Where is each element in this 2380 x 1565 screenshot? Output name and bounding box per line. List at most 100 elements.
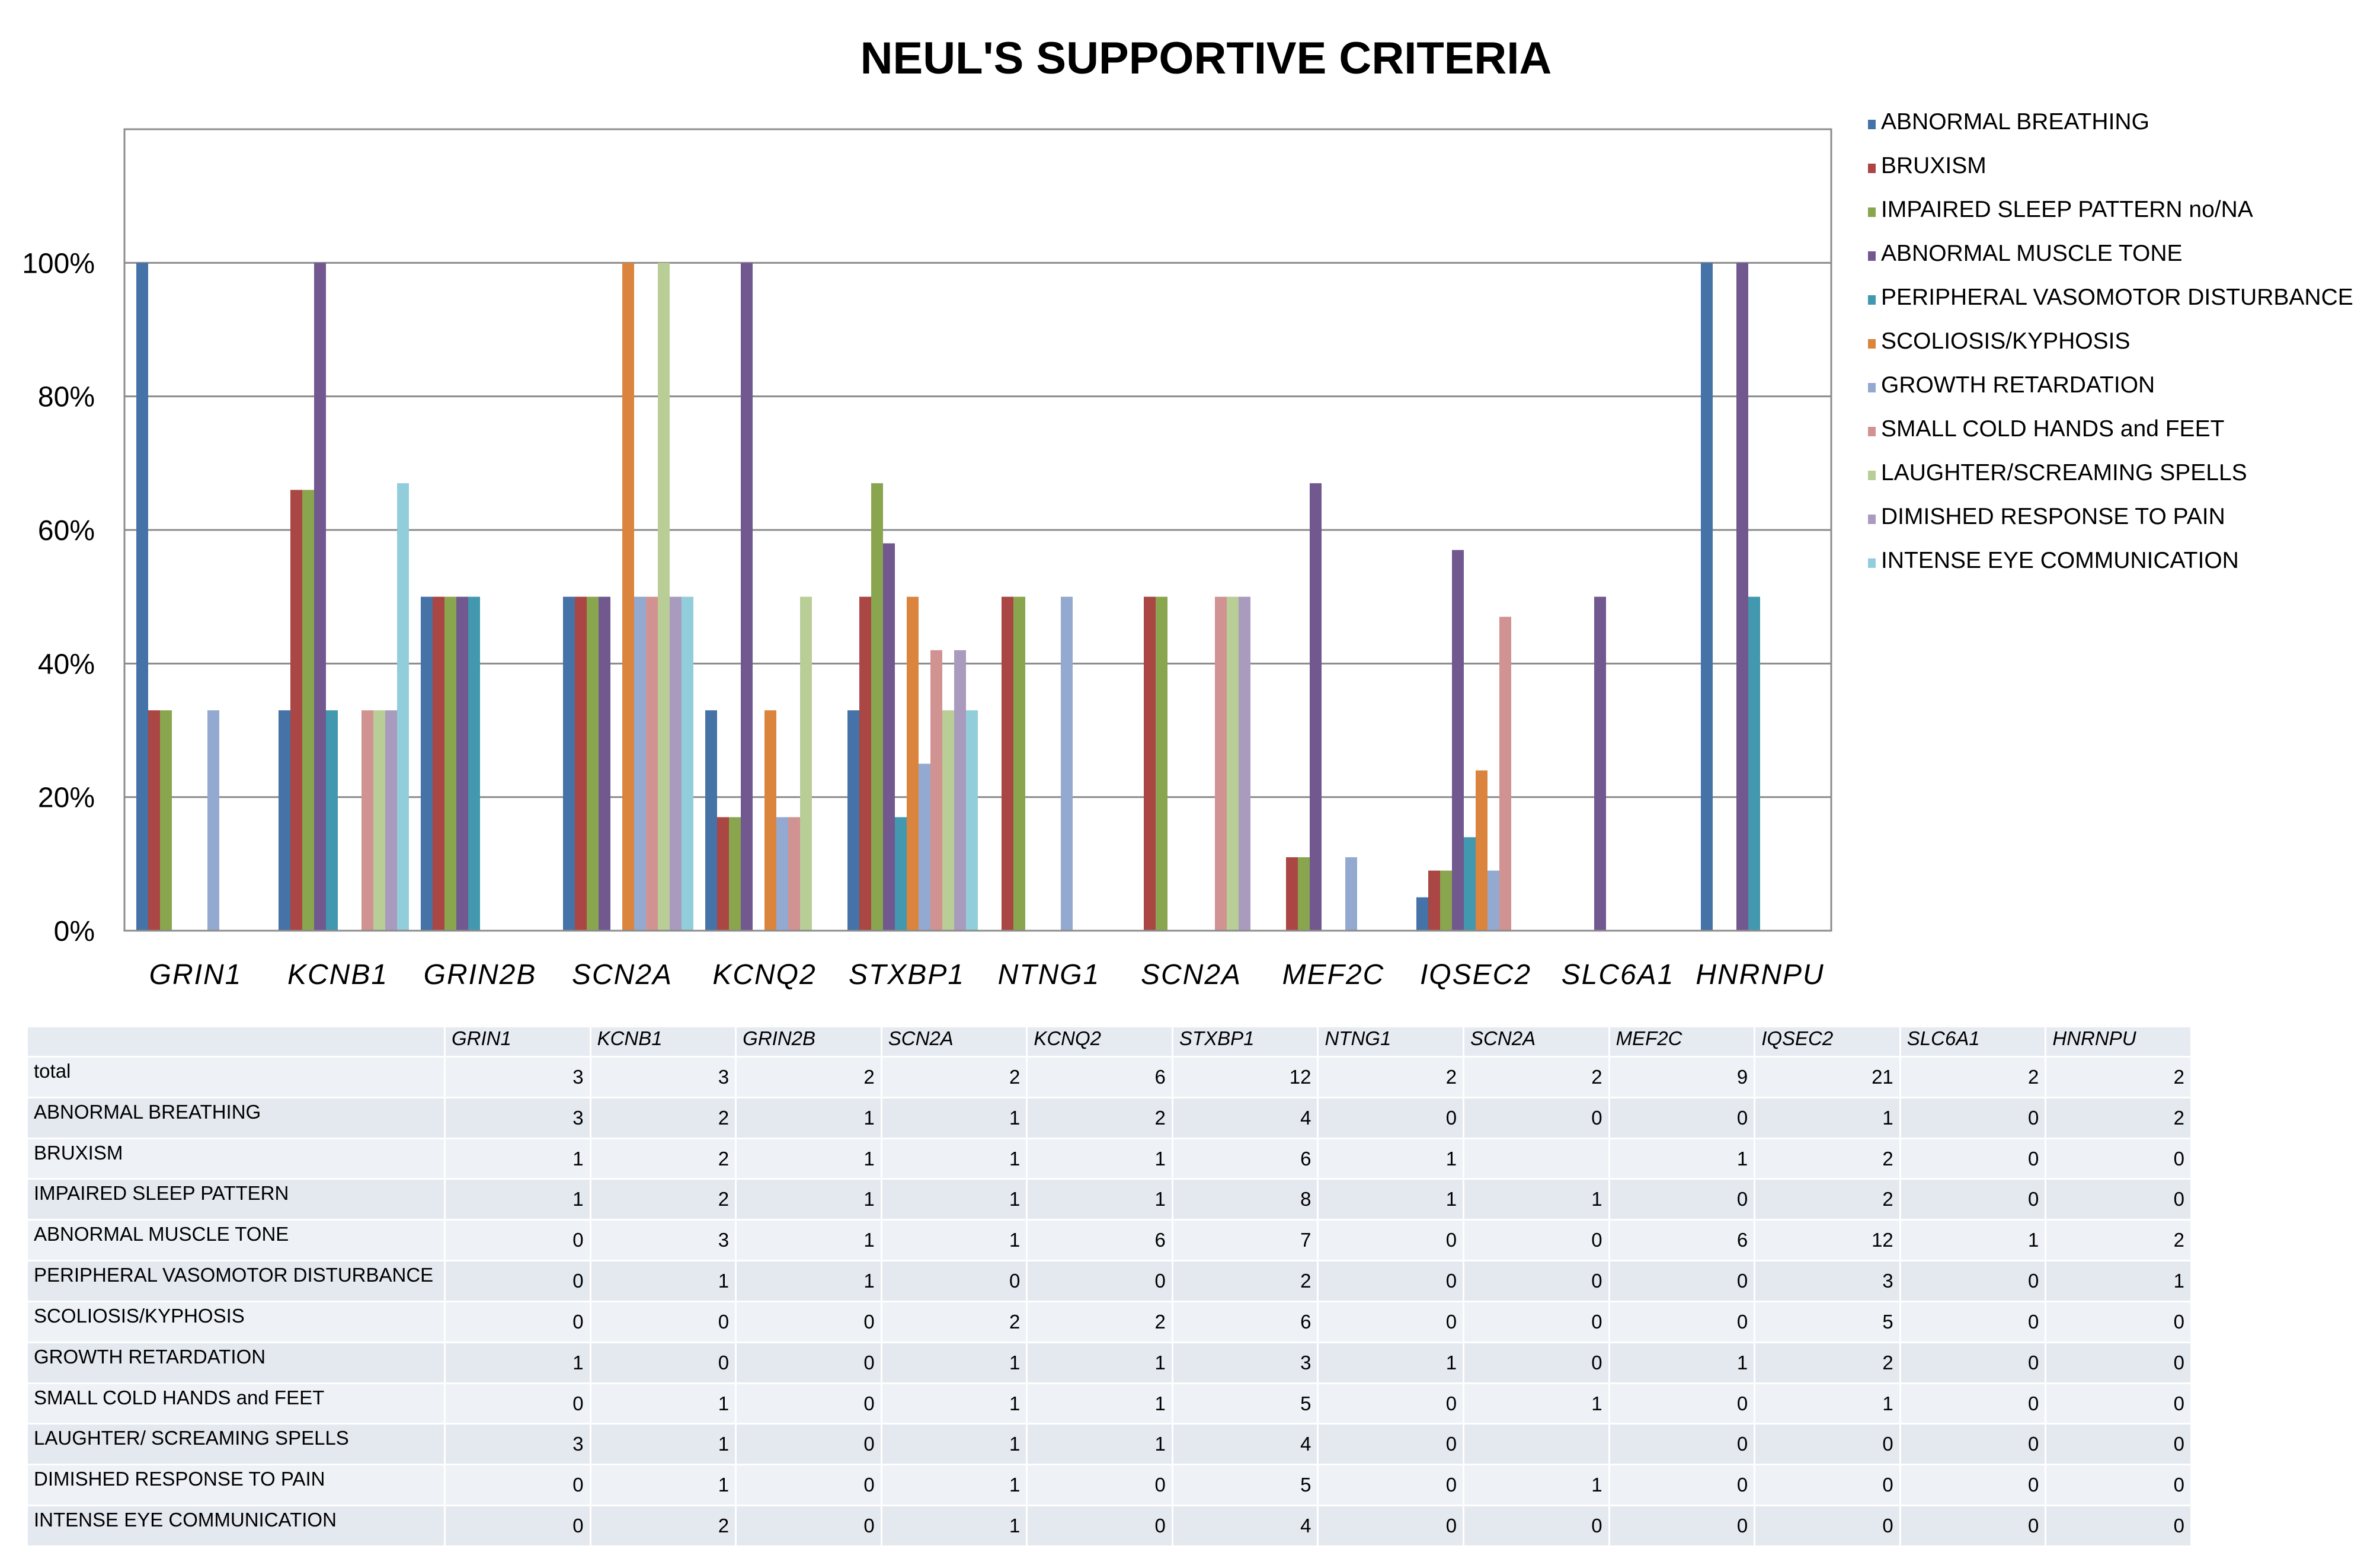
table-cell: 3: [444, 1096, 591, 1139]
bar: [1476, 770, 1488, 931]
table-cell: 1: [1608, 1341, 1756, 1384]
bar: [397, 483, 409, 931]
bar: [1002, 596, 1013, 931]
table-cell: 0: [1608, 1300, 1756, 1343]
table-cell: 21: [1754, 1056, 1901, 1098]
table-row: INTENSE EYE COMMUNICATION 0 2 0 1 0 4 0 0 0 0 0 0: [26, 1505, 2192, 1547]
x-tick-label: MEF2C: [1282, 959, 1385, 991]
table-row-label: SCOLIOSIS/KYPHOSIS: [26, 1300, 446, 1343]
legend-swatch: [1868, 339, 1876, 349]
bar: [302, 490, 314, 931]
table-row-label: GROWTH RETARDATION: [26, 1341, 446, 1384]
bar: [658, 263, 670, 931]
table-cell: 0: [735, 1423, 882, 1466]
table-cell: 1: [880, 1096, 1028, 1139]
bar: [1239, 596, 1250, 931]
table-cell: 1: [1463, 1464, 1610, 1507]
legend-item-scoliosis-kyphosis: SCOLIOSIS/KYPHOSIS: [1868, 328, 2130, 354]
legend-label: GROWTH RETARDATION: [1881, 372, 2155, 398]
table-cell: 1: [1026, 1423, 1173, 1466]
bar: [871, 483, 883, 931]
bar: [1499, 617, 1511, 931]
bar: [942, 710, 954, 931]
table-cell: 2: [589, 1178, 737, 1221]
table-cell: 0: [1899, 1423, 2047, 1466]
x-tick-label: HNRNPU: [1696, 959, 1824, 991]
table-cell: 1: [1463, 1178, 1610, 1221]
table-cell: 1: [1026, 1137, 1173, 1180]
table-cell: 2: [1026, 1300, 1173, 1343]
chart-title: NEUL'S SUPPORTIVE CRITERIA: [860, 33, 1552, 84]
bar: [717, 817, 729, 931]
bar: [1061, 596, 1073, 931]
bar: [1286, 857, 1298, 931]
legend-label: DIMISHED RESPONSE TO PAIN: [1881, 504, 2225, 529]
table-cell: 0: [1317, 1505, 1465, 1547]
legend-swatch: [1868, 295, 1876, 305]
series-intense-eye-communication: [397, 483, 978, 931]
bar: [421, 596, 433, 931]
table-row: LAUGHTER/ SCREAMING SPELLS 3 1 0 1 1 4 0 0 0 0 0: [26, 1423, 2192, 1466]
table-cell: 1: [589, 1464, 737, 1507]
table-cell: 6: [1171, 1300, 1319, 1343]
table-cell: 2: [1171, 1260, 1319, 1302]
table-column-header: SCN2A: [1463, 1026, 1610, 1058]
table-cell: [1463, 1423, 1610, 1466]
table-corner-cell: [26, 1026, 446, 1058]
bar: [930, 650, 942, 931]
table-column-header: HNRNPU: [2045, 1026, 2192, 1058]
legend-item-peripheral-vasomotor-disturbance: PERIPHERAL VASOMOTOR DISTURBANCE: [1868, 285, 2353, 310]
table-cell: 0: [1899, 1096, 2047, 1139]
legend-item-bruxism: BRUXISM: [1868, 153, 1986, 178]
series-laughter-screaming-spells: [373, 263, 1239, 931]
table-cell: 8: [1171, 1178, 1319, 1221]
table-cell: 1: [1026, 1178, 1173, 1221]
series-impaired-sleep-pattern-no-na: [160, 483, 1452, 931]
table-cell: 0: [1463, 1260, 1610, 1302]
table-cell: 0: [1463, 1096, 1610, 1139]
table-row: SCOLIOSIS/KYPHOSIS 0 0 0 2 2 6 0 0 0 5 0 0: [26, 1300, 2192, 1343]
table-cell: 0: [1899, 1505, 2047, 1547]
series-bruxism: [148, 490, 1440, 931]
table-cell: 0: [2045, 1300, 2192, 1343]
bar: [1748, 596, 1760, 931]
table-cell: 1: [735, 1219, 882, 1262]
axes: 0% 20% 40% 60% 80% 100% GRIN1 KCNB1 GRIN2B SCN2A K…: [22, 128, 1832, 991]
table-cell: 1: [880, 1341, 1028, 1384]
table-cell: [1463, 1137, 1610, 1180]
bar: [1310, 483, 1322, 931]
bar: [741, 263, 753, 931]
table-cell: 6: [1026, 1219, 1173, 1262]
bar: [1156, 596, 1167, 931]
table-cell: 0: [1317, 1300, 1465, 1343]
table-cell: 0: [1899, 1300, 2047, 1343]
x-tick-label: NTNG1: [998, 959, 1101, 991]
table-cell: 2: [1317, 1056, 1465, 1098]
table-cell: 1: [589, 1423, 737, 1466]
table-cell: 2: [589, 1096, 737, 1139]
table-row-label: PERIPHERAL VASOMOTOR DISTURBANCE: [26, 1260, 446, 1302]
table-cell: 0: [444, 1260, 591, 1302]
bar: [1701, 263, 1713, 931]
table-cell: 0: [880, 1260, 1028, 1302]
legend-label: SMALL COLD HANDS and FEET: [1881, 416, 2224, 442]
bar: [1298, 857, 1310, 931]
table-cell: 1: [1026, 1382, 1173, 1425]
table-cell: 1: [1754, 1096, 1901, 1139]
bar: [622, 263, 634, 931]
table-column-header: GRIN1: [444, 1026, 591, 1058]
table-cell: 0: [1026, 1260, 1173, 1302]
table-cell: 1: [735, 1260, 882, 1302]
table-cell: 0: [1317, 1382, 1465, 1425]
table-cell: 12: [1171, 1056, 1319, 1098]
legend-item-growth-retardation: GROWTH RETARDATION: [1868, 372, 2155, 398]
series-growth-retardation: [207, 596, 1499, 931]
table-cell: 1: [735, 1137, 882, 1180]
table-cell: 0: [2045, 1505, 2192, 1547]
table-cell: 1: [1463, 1382, 1610, 1425]
table-column-header: KCNB1: [589, 1026, 737, 1058]
series-peripheral-vasomotor-disturbance: [326, 596, 1760, 931]
bar: [788, 817, 800, 931]
bar: [634, 596, 646, 931]
table-cell: 0: [444, 1300, 591, 1343]
